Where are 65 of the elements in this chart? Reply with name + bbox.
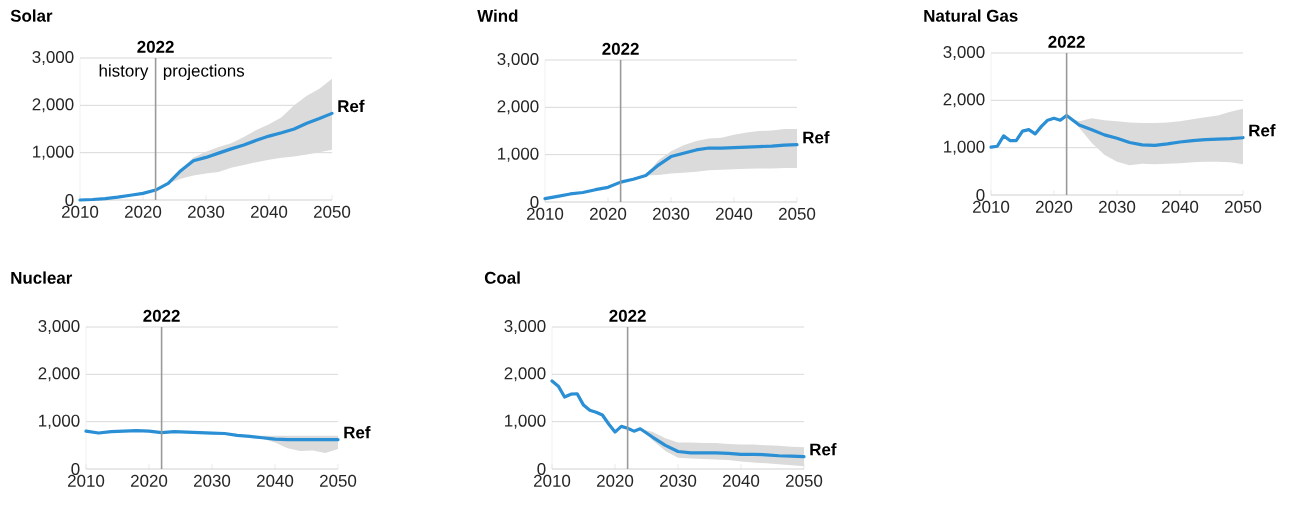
x-tick-label: 2010 bbox=[68, 474, 105, 487]
series-label: Ref bbox=[338, 99, 365, 113]
ref-line-label: 2022 bbox=[143, 309, 180, 322]
y-tick-label: 0 bbox=[530, 196, 539, 208]
annotation: projections bbox=[163, 64, 245, 81]
x-tick-label: 2030 bbox=[660, 474, 697, 487]
y-tick-label: 3,000 bbox=[497, 53, 539, 67]
chart-title: Natural Gas bbox=[924, 9, 1018, 22]
line-series bbox=[78, 111, 334, 202]
chart-title: Wind bbox=[477, 9, 518, 22]
x-tick-label: 2050 bbox=[1225, 200, 1262, 213]
x-tick-label: 2010 bbox=[62, 205, 99, 218]
y-tick-label: 1,000 bbox=[498, 147, 539, 162]
x-tick-label: 2020 bbox=[590, 207, 627, 220]
ref-line-label: 2022 bbox=[1048, 35, 1085, 48]
y-tick-label: 2,000 bbox=[38, 367, 80, 382]
x-tick-label: 2030 bbox=[188, 205, 225, 218]
x-tick-label: 2050 bbox=[786, 474, 823, 487]
ref-line-label: 2022 bbox=[609, 309, 646, 322]
x-tick-label: 2010 bbox=[527, 207, 564, 220]
x-tick-label: 2050 bbox=[320, 474, 357, 487]
y-tick-label: 1,000 bbox=[944, 140, 985, 155]
x-tick-label: 2030 bbox=[653, 207, 690, 220]
y-tick-label: 2,000 bbox=[504, 367, 546, 382]
y-tick-label: 0 bbox=[537, 463, 546, 475]
x-tick-label: 2020 bbox=[131, 474, 168, 487]
y-tick-label: 2,000 bbox=[943, 93, 985, 108]
y-tick-label: 1,000 bbox=[39, 414, 80, 429]
line-series bbox=[989, 113, 1245, 149]
y-tick-label: 1,000 bbox=[33, 145, 74, 160]
x-tick-label: 2010 bbox=[973, 200, 1010, 213]
x-tick-label: 2040 bbox=[723, 474, 760, 487]
x-tick-label: 2020 bbox=[1036, 200, 1073, 213]
x-tick-label: 2040 bbox=[1162, 200, 1199, 213]
x-tick-label: 2030 bbox=[1099, 200, 1136, 213]
x-tick-label: 2030 bbox=[194, 474, 231, 487]
x-tick-label: 2010 bbox=[534, 474, 571, 487]
y-tick-label: 3,000 bbox=[504, 320, 546, 334]
line-series bbox=[543, 143, 799, 201]
x-tick-label: 2040 bbox=[716, 207, 753, 220]
y-tick-label: 2,000 bbox=[497, 100, 539, 115]
x-tick-label: 2040 bbox=[251, 205, 288, 218]
y-tick-label: 3,000 bbox=[32, 51, 74, 65]
y-tick-label: 0 bbox=[71, 463, 80, 475]
chart-title: Nuclear bbox=[11, 271, 73, 284]
y-tick-label: 1,000 bbox=[505, 414, 546, 429]
y-tick-label: 3,000 bbox=[38, 320, 80, 334]
ref-line-label: 2022 bbox=[137, 40, 174, 53]
x-tick-label: 2020 bbox=[597, 474, 634, 487]
chart-title: Solar bbox=[10, 9, 53, 22]
y-tick-label: 0 bbox=[65, 194, 74, 206]
ref-line-label: 2022 bbox=[602, 42, 639, 55]
x-tick-label: 2050 bbox=[314, 205, 351, 218]
y-tick-label: 2,000 bbox=[32, 98, 74, 113]
chart-title: Coal bbox=[484, 271, 520, 284]
series-label: Ref bbox=[344, 426, 371, 439]
series-label: Ref bbox=[810, 443, 837, 456]
x-tick-label: 2050 bbox=[779, 207, 816, 220]
x-tick-label: 2020 bbox=[125, 205, 162, 218]
annotation: history bbox=[99, 64, 149, 81]
series-label: Ref bbox=[1249, 124, 1276, 137]
x-tick-label: 2040 bbox=[257, 474, 294, 487]
y-tick-label: 0 bbox=[976, 189, 985, 201]
y-tick-label: 3,000 bbox=[943, 46, 985, 60]
series-label: Ref bbox=[803, 131, 830, 144]
